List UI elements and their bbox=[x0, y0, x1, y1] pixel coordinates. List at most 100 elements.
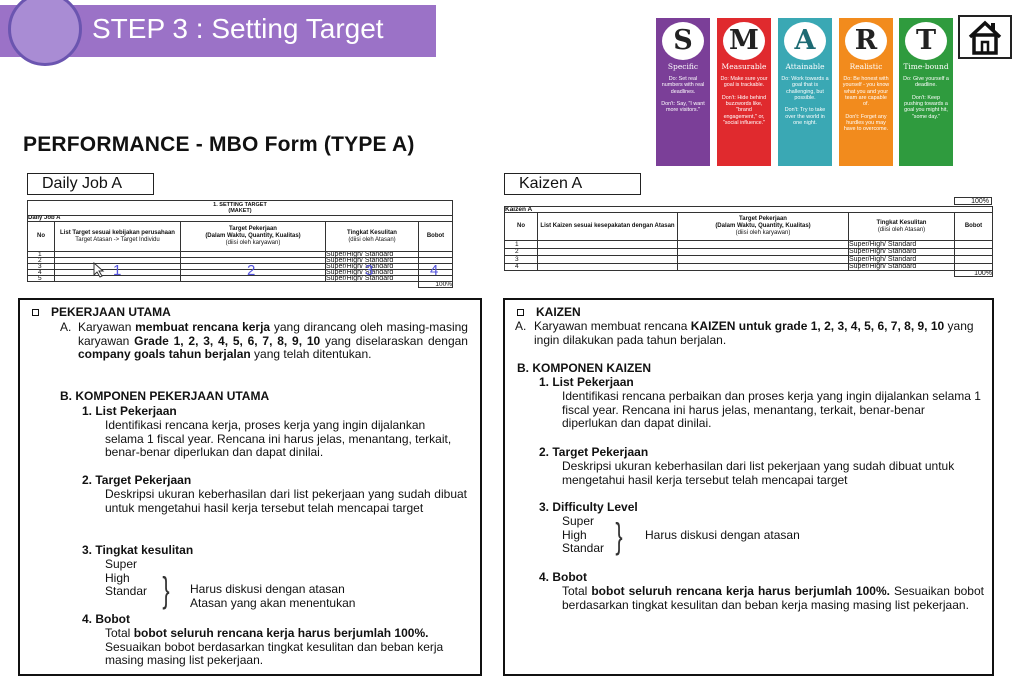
note: Harus diskusi dengan atasan bbox=[190, 582, 345, 596]
brace-icon: } bbox=[162, 569, 170, 610]
item-prefix: A. bbox=[60, 320, 72, 334]
col-level: Tingkat Kesulitan (diisi oleh Atasan) bbox=[848, 212, 955, 241]
row-number: 1 bbox=[504, 240, 538, 249]
target-cell[interactable] bbox=[677, 255, 849, 264]
smart-letter: T bbox=[905, 22, 947, 60]
overlay-number: 2 bbox=[247, 262, 256, 279]
level-cell[interactable]: Super/High/ Standard bbox=[848, 240, 955, 249]
table-row: 4 Super/High/ Standard bbox=[504, 262, 994, 271]
note: Harus diskusi dengan atasan bbox=[645, 528, 800, 542]
list-cell[interactable] bbox=[537, 240, 678, 249]
checkbox-bullet-icon bbox=[32, 309, 39, 317]
item-title: 1. List Pekerjaan bbox=[82, 404, 177, 418]
kaizen-top-total: 100% bbox=[954, 197, 992, 205]
paragraph-a: Karyawan membuat rencana KAIZEN untuk gr… bbox=[534, 319, 974, 347]
section-heading: KAIZEN bbox=[517, 305, 581, 320]
smart-letter: M bbox=[723, 22, 765, 60]
target-cell[interactable] bbox=[677, 240, 849, 249]
smart-description: Do: Make sure your goal is trackable. Do… bbox=[720, 76, 768, 127]
kaizen-total: 100% bbox=[953, 270, 994, 277]
step-title: STEP 3 : Setting Target bbox=[92, 13, 384, 44]
smart-letter: A bbox=[784, 22, 826, 60]
mouse-cursor-icon bbox=[93, 262, 105, 278]
col-level: Tingkat Kesulitan (diisi oleh Atasan) bbox=[325, 221, 419, 252]
weight-cell[interactable] bbox=[953, 262, 994, 271]
level-cell[interactable]: Super/High/ Standard bbox=[848, 262, 955, 271]
item-text: Identifikasi rencana kerja, proses kerja… bbox=[105, 418, 452, 459]
daily-job-form: 1. SETTING TARGET (MAKET) Daily Job A No … bbox=[27, 200, 453, 288]
smart-card-time-bound: T Time-bound Do: Give yourself a deadline.… bbox=[899, 18, 953, 166]
home-button[interactable] bbox=[958, 15, 1012, 59]
level-cell[interactable]: Super/High/ Standard bbox=[848, 247, 955, 256]
item-title: 4. Bobot bbox=[539, 570, 587, 584]
list-cell[interactable] bbox=[537, 262, 678, 271]
smart-word: Measurable bbox=[721, 62, 767, 71]
item-title: 3. Tingkat kesulitan bbox=[82, 543, 194, 557]
table-row: 5 Super/High/ Standard bbox=[27, 275, 453, 282]
note: Atasan yang akan menentukan bbox=[190, 596, 356, 610]
section-b-heading: B. KOMPONEN KAIZEN bbox=[517, 361, 652, 375]
smart-word: Specific bbox=[667, 62, 699, 71]
level-list: Super High Standar bbox=[562, 514, 605, 555]
col-no: No bbox=[27, 221, 55, 252]
smart-description: Do: Work towards a goal that is challeng… bbox=[781, 76, 829, 127]
item-text: Total bobot seluruh rencana kerja harus … bbox=[105, 626, 444, 667]
smart-card-specific: S Specific Do: Set real numbers with real … bbox=[656, 18, 710, 166]
page-title: PERFORMANCE - MBO Form (TYPE A) bbox=[23, 133, 415, 156]
list-cell[interactable] bbox=[537, 247, 678, 256]
item-title: 3. Difficulty Level bbox=[539, 500, 638, 514]
smart-description: Do: Be honest with yourself - you know w… bbox=[842, 76, 890, 133]
level-cell[interactable]: Super/High/ Standard bbox=[848, 255, 955, 264]
smart-description: Do: Set real numbers with real deadlines… bbox=[661, 76, 705, 114]
item-text: Total bobot seluruh rencana kerja harus … bbox=[562, 584, 984, 612]
table-row: 2 Super/High/ Standard bbox=[504, 247, 994, 256]
row-number: 2 bbox=[504, 247, 538, 256]
row-number: 3 bbox=[504, 255, 538, 264]
section-b-heading: B. KOMPONEN PEKERJAAN UTAMA bbox=[60, 389, 270, 403]
item-title: 1. List Pekerjaan bbox=[539, 375, 634, 389]
kaizen-box: KAIZEN A. Karyawan membuat rencana KAIZE… bbox=[503, 298, 994, 676]
checkbox-bullet-icon bbox=[517, 309, 524, 317]
table-row: 1 Super/High/ Standard bbox=[504, 240, 994, 249]
smart-letter: R bbox=[845, 22, 887, 60]
smart-card-measurable: M Measurable Do: Make sure your goal is tr… bbox=[717, 18, 771, 166]
smart-card-attainable: A Attainable Do: Work towards a goal that … bbox=[778, 18, 832, 166]
kaizen-label: Kaizen A bbox=[504, 173, 641, 195]
item-prefix: A. bbox=[515, 319, 527, 333]
col-no: No bbox=[504, 212, 538, 241]
col-target: Target Pekerjaan (Dalam Waktu, Quantity, … bbox=[677, 212, 849, 241]
weight-cell[interactable] bbox=[953, 247, 994, 256]
smart-word: Time-bound bbox=[903, 62, 949, 71]
smart-letter: S bbox=[662, 22, 704, 60]
item-text: Deskripsi ukuran keberhasilan dari list … bbox=[105, 487, 467, 515]
target-cell[interactable] bbox=[677, 262, 849, 271]
daily-total: 100% bbox=[418, 281, 453, 288]
col-weight: Bobot bbox=[418, 221, 453, 252]
overlay-number: 3 bbox=[365, 262, 374, 279]
smart-card-realistic: R Realistic Do: Be honest with yourself - … bbox=[839, 18, 893, 166]
smart-word: Realistic bbox=[849, 62, 883, 71]
weight-cell[interactable] bbox=[953, 240, 994, 249]
list-cell[interactable] bbox=[537, 255, 678, 264]
col-list: List Kaizen sesuai kesepakatan dengan At… bbox=[537, 212, 678, 241]
item-title: 2. Target Pekerjaan bbox=[82, 473, 192, 487]
row-number: 4 bbox=[504, 262, 538, 271]
brace-icon: } bbox=[615, 515, 623, 556]
level-list: Super High Standar bbox=[105, 557, 148, 598]
daily-table-title: 1. SETTING TARGET (MAKET) bbox=[27, 200, 453, 216]
smart-word: Attainable bbox=[785, 62, 825, 71]
col-target: Target Pekerjaan (Dalam Waktu, Quantity, … bbox=[180, 221, 326, 252]
target-cell[interactable] bbox=[677, 247, 849, 256]
col-list: List Target sesuai kebijakan perusahaan T… bbox=[54, 221, 181, 252]
table-row: 3 Super/High/ Standard bbox=[504, 255, 994, 264]
section-heading: PEKERJAAN UTAMA bbox=[32, 305, 171, 320]
item-text: Identifikasi rencana perbaikan dan prose… bbox=[562, 389, 981, 430]
item-title: 2. Target Pekerjaan bbox=[539, 445, 649, 459]
item-title: 4. Bobot bbox=[82, 612, 130, 626]
col-weight: Bobot bbox=[953, 212, 994, 241]
kaizen-form: 100% Kaizen A No List Kaizen sesuai kese… bbox=[503, 197, 994, 277]
weight-cell[interactable] bbox=[953, 255, 994, 264]
daily-job-label: Daily Job A bbox=[27, 173, 154, 195]
item-text: Deskripsi ukuran keberhasilan dari list … bbox=[562, 459, 955, 487]
smart-description: Do: Give yourself a deadline. Don't: Kee… bbox=[903, 76, 949, 120]
